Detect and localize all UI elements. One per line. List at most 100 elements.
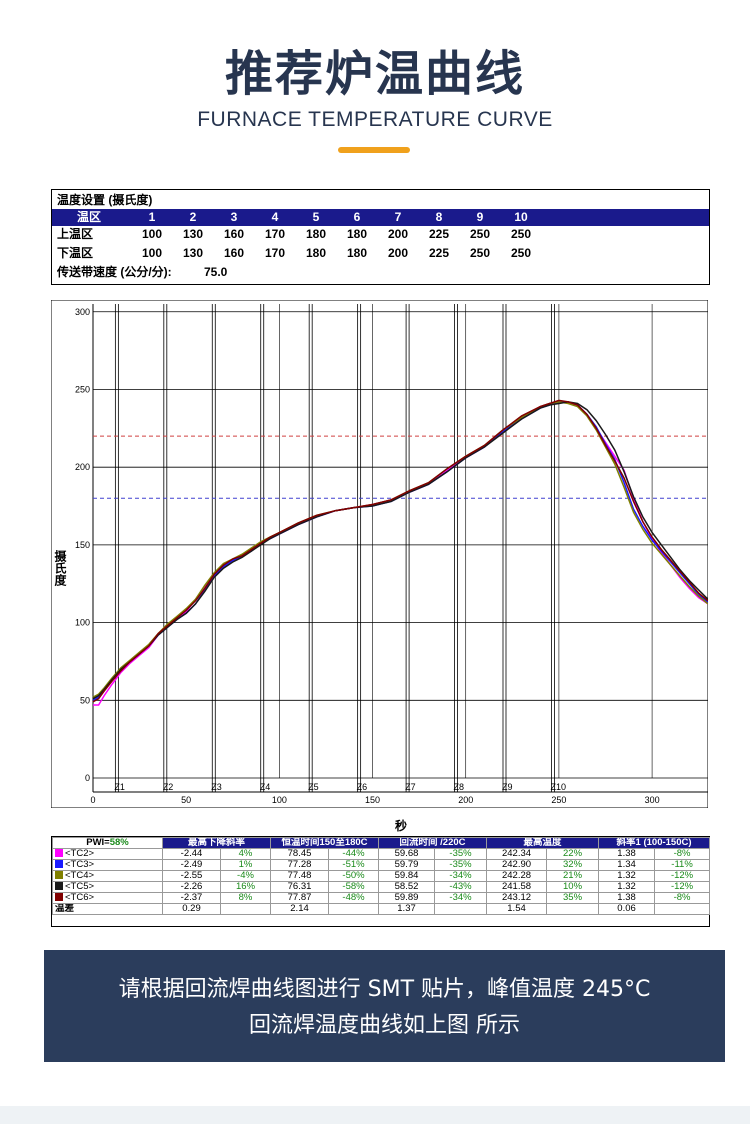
banner-line-1: 请根据回流焊曲线图进行 SMT 贴片，峰值温度 245°C xyxy=(118,977,651,1002)
stats-row: <TC5> -2.26 16% 76.31 -58% 58.52 -43% 241.58 10%… xyxy=(52,881,711,893)
stats-cell: -2.44 xyxy=(162,848,221,860)
stats-cell: -2.55 xyxy=(162,870,221,882)
stats-cell: -11% xyxy=(654,859,711,871)
stats-cell: -4% xyxy=(219,870,272,882)
stats-cell: 1.32 xyxy=(598,870,656,882)
delta-cell xyxy=(434,903,488,915)
probe-color-swatch xyxy=(55,849,63,858)
lower-temp-2: 130 xyxy=(182,246,204,260)
zone-label: Z10 xyxy=(550,782,566,792)
upper-temp-10: 250 xyxy=(510,227,532,241)
settings-title: 温度设置 (摄氏度) xyxy=(57,193,153,207)
info-banner: 请根据回流焊曲线图进行 SMT 贴片，峰值温度 245°C 回流焊温度曲线如上图… xyxy=(44,950,725,1062)
stats-probe-cell: <TC5> xyxy=(52,881,163,893)
stats-cell: -12% xyxy=(654,881,711,893)
speed-label: 传送带速度 (公分/分): xyxy=(57,265,172,279)
zone-label: Z1 xyxy=(114,782,125,792)
y-tick-label: 250 xyxy=(75,384,90,394)
stats-header-row: PWI=58% 最高下降斜率 恒温时间150至180C 回流时间 /220C 最… xyxy=(52,837,711,849)
delta-cell xyxy=(328,903,380,915)
zone-label: Z9 xyxy=(502,782,513,792)
stats-cell: -50% xyxy=(328,870,380,882)
delta-cell: 0.29 xyxy=(162,903,221,915)
pw-label: PWI= xyxy=(86,837,110,848)
x-axis-title: 秒 xyxy=(395,819,408,833)
zone-label: Z8 xyxy=(454,782,465,792)
y-tick-label: 50 xyxy=(80,695,90,705)
lower-temp-8: 225 xyxy=(428,246,450,260)
header-reflow-time: 回流时间 /220C xyxy=(378,837,488,849)
series-line xyxy=(92,399,709,703)
stats-cell: -2.49 xyxy=(162,859,221,871)
x-tick-label: 200 xyxy=(458,795,473,805)
stats-cell: -8% xyxy=(654,848,711,860)
stats-cell: 78.45 xyxy=(270,848,330,860)
y-axis-title: 摄氏度 xyxy=(53,550,67,586)
stats-cell: 1.38 xyxy=(598,892,656,904)
lower-temp-5: 180 xyxy=(305,246,327,260)
stats-cell: 32% xyxy=(546,859,600,871)
stats-cell: -43% xyxy=(434,881,488,893)
zone-number-2: 2 xyxy=(189,210,197,224)
stats-cell: 21% xyxy=(546,870,600,882)
pw-cell: PWI=58% xyxy=(52,837,163,849)
probe-label: <TC4> xyxy=(65,870,95,881)
upper-zone-label: 上温区 xyxy=(57,227,94,241)
x-tick-label: 250 xyxy=(551,795,566,805)
zone-number-10: 10 xyxy=(514,210,528,224)
stats-cell: 243.12 xyxy=(486,892,548,904)
stats-cell: 1.32 xyxy=(598,881,656,893)
zone-number-7: 7 xyxy=(394,210,402,224)
stats-cell: 16% xyxy=(219,881,272,893)
y-tick-label: 300 xyxy=(75,307,90,317)
zone-label: Z4 xyxy=(260,782,271,792)
stats-cell: 77.87 xyxy=(270,892,330,904)
zone-label: Z3 xyxy=(211,782,222,792)
stats-cell: -35% xyxy=(434,859,488,871)
stats-cell: 59.84 xyxy=(378,870,436,882)
stats-cell: 76.31 xyxy=(270,881,330,893)
profile-stats-table: PWI=58% 最高下降斜率 恒温时间150至180C 回流时间 /220C 最… xyxy=(51,836,711,927)
probe-label: <TC3> xyxy=(65,859,95,870)
delta-label: 温差 xyxy=(52,903,163,915)
stats-cell: 242.28 xyxy=(486,870,548,882)
page-subtitle: FURNACE TEMPERATURE CURVE xyxy=(197,108,553,131)
delta-cell: 2.14 xyxy=(270,903,330,915)
header-max-drop: 最高下降斜率 xyxy=(161,837,272,849)
stats-cell: -35% xyxy=(434,848,488,860)
delta-cell xyxy=(219,903,272,915)
upper-temp-6: 180 xyxy=(346,227,368,241)
y-tick-label: 0 xyxy=(85,773,90,783)
zone-number-4: 4 xyxy=(271,210,279,224)
zone-label: Z7 xyxy=(405,782,416,792)
upper-temp-1: 100 xyxy=(141,227,163,241)
x-tick-label: 150 xyxy=(365,795,380,805)
zone-number-1: 1 xyxy=(148,210,156,224)
probe-color-swatch xyxy=(55,893,63,902)
x-tick-label: 300 xyxy=(645,795,660,805)
zone-header-row: 温区 1 2 3 4 5 6 7 8 9 10 xyxy=(52,209,709,226)
stats-cell: 242.90 xyxy=(486,859,548,871)
stats-cell: -34% xyxy=(434,892,488,904)
stats-cell: 58.52 xyxy=(378,881,436,893)
stats-table: PWI=58% 最高下降斜率 恒温时间150至180C 回流时间 /220C 最… xyxy=(52,837,711,915)
stats-cell: 77.28 xyxy=(270,859,330,871)
stats-probe-cell: <TC4> xyxy=(52,870,163,882)
y-tick-label: 200 xyxy=(75,462,90,472)
accent-bar xyxy=(338,147,410,153)
probe-label: <TC6> xyxy=(65,892,95,903)
delta-cell: 1.37 xyxy=(378,903,436,915)
stats-cell: 77.48 xyxy=(270,870,330,882)
stats-cell: -44% xyxy=(328,848,380,860)
x-tick-label: 0 xyxy=(90,795,95,805)
lower-temp-1: 100 xyxy=(141,246,163,260)
zone-number-6: 6 xyxy=(353,210,361,224)
banner-line-2: 回流焊温度曲线如上图 所示 xyxy=(249,1013,520,1038)
stats-probe-cell: <TC2> xyxy=(52,848,163,860)
page-title: 推荐炉温曲线 xyxy=(224,46,525,102)
stats-cell: -2.37 xyxy=(162,892,221,904)
delta-cell xyxy=(654,903,711,915)
stats-cell: 8% xyxy=(219,892,272,904)
stats-row: <TC4> -2.55 -4% 77.48 -50% 59.84 -34% 242.28 21%… xyxy=(52,870,711,882)
zone-label: Z2 xyxy=(163,782,174,792)
